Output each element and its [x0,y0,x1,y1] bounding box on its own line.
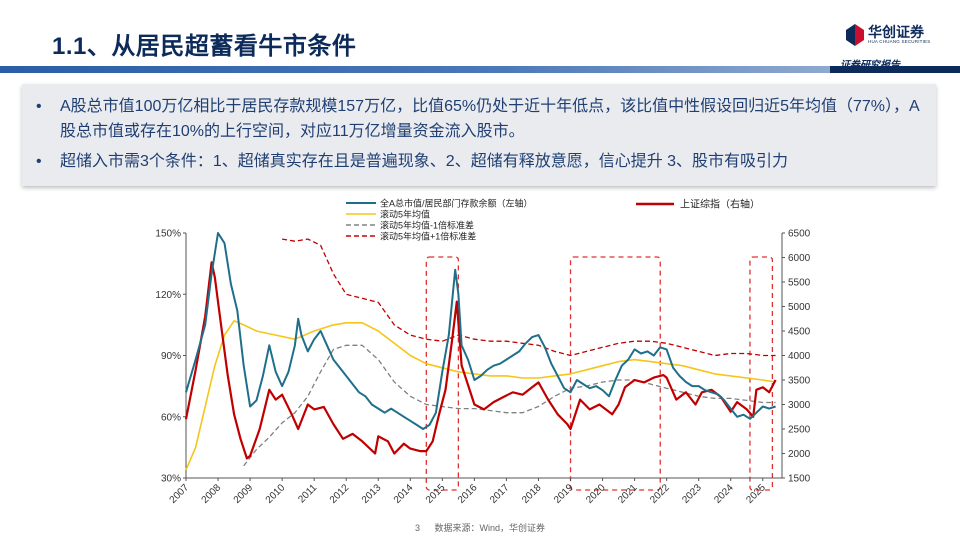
legend-label-ratio: 全A总市值/居民部门存款余额（左轴） [380,198,533,209]
left-tick-label: 120% [155,290,181,301]
x-tick-label: 2020 [584,482,608,506]
right-tick-label: 3500 [788,376,810,387]
right-tick-label: 6500 [788,229,810,240]
left-tick-label: 60% [161,412,181,423]
right-tick-label: 3000 [788,400,810,411]
x-tick-label: 2017 [488,482,512,506]
summary-box: • A股总市值100万亿相比于居民存款规模157万亿，比值65%仍处于近十年低点… [22,84,936,186]
series-line-sh [184,261,777,460]
series-line-ratio [185,232,776,430]
x-tick-label: 2019 [552,482,576,506]
x-tick-label: 2023 [680,482,704,506]
highlight-box [569,256,661,491]
x-tick-label: 2018 [520,482,544,506]
x-tick-label: 2016 [456,482,480,506]
legend-label-upper: 滚动5年均值+1倍标准差 [380,231,476,242]
summary-bullet-text: 超储入市需3个条件：1、超储真实存在且是普遍现象、2、超储有释放意愿，信心提升 … [60,153,789,170]
right-tick-label: 4500 [788,327,810,338]
left-tick-label: 150% [155,229,181,240]
right-tick-label: 2000 [788,449,810,460]
x-tick-label: 2025 [744,482,768,506]
highlight-box [749,256,774,491]
page-title: 1.1、从居民超蓄看牛市条件 [52,33,357,60]
left-tick-label: 30% [161,474,181,485]
market-cap-deposit-chart: 30% 60% 90% 120% 150% 1500 2000 2500 3000 3500 400… [155,198,810,506]
bullet-dot-icon: • [36,153,42,170]
header-bar-dark [830,66,960,73]
right-tick-label: 5000 [788,302,810,313]
right-tick-label: 5500 [788,278,810,289]
brand-logo: 华创证券 HUA CHUANG SECURITIES [846,22,946,52]
report-tagline: 证券研究报告 [840,60,900,71]
highlight-box [425,256,460,491]
x-tick-label: 2021 [616,482,640,506]
logo-subtitle: HUA CHUANG SECURITIES [868,39,931,44]
page-number: 3 [414,523,420,533]
right-tick-label: 6000 [788,253,810,264]
legend-label-lower: 滚动5年均值-1倍标准差 [380,220,474,231]
logo-name: 华创证券 [868,24,924,40]
x-tick-label: 2022 [648,482,672,506]
data-source: 数据来源：Wind，华创证券 [434,523,546,533]
right-tick-label: 4000 [788,351,810,362]
bullet-dot-icon: • [36,98,42,115]
left-tick-label: 90% [161,351,181,362]
x-tick-label: 2012 [328,482,352,506]
logo-mark-icon [846,24,864,46]
x-tick-label: 2007 [168,482,192,506]
x-tick-label: 2014 [392,482,416,506]
right-tick-label: 2500 [788,425,810,436]
x-tick-label: 2011 [296,482,319,505]
legend-label-sh: 上证综指（右轴） [680,198,760,211]
summary-bullet-text: A股总市值100万亿相比于居民存款规模157万亿，比值65%仍处于近十年低点，该… [60,98,920,140]
right-tick-label: 1500 [788,474,810,485]
series-line-ma5 [185,320,776,471]
x-tick-label: 2024 [712,482,736,506]
series-line-lower [243,344,776,467]
series-line-upper [281,238,776,357]
x-tick-label: 2009 [232,482,256,506]
x-tick-label: 2008 [200,482,224,506]
legend-label-ma5: 滚动5年均值 [380,209,430,220]
header-bar-gradient [0,66,830,73]
x-tick-label: 2010 [264,482,288,506]
footer: 3 数据来源：Wind，华创证券 [0,521,960,534]
x-tick-label: 2015 [424,482,448,506]
header-bar [0,66,960,73]
x-tick-label: 2013 [360,482,384,506]
